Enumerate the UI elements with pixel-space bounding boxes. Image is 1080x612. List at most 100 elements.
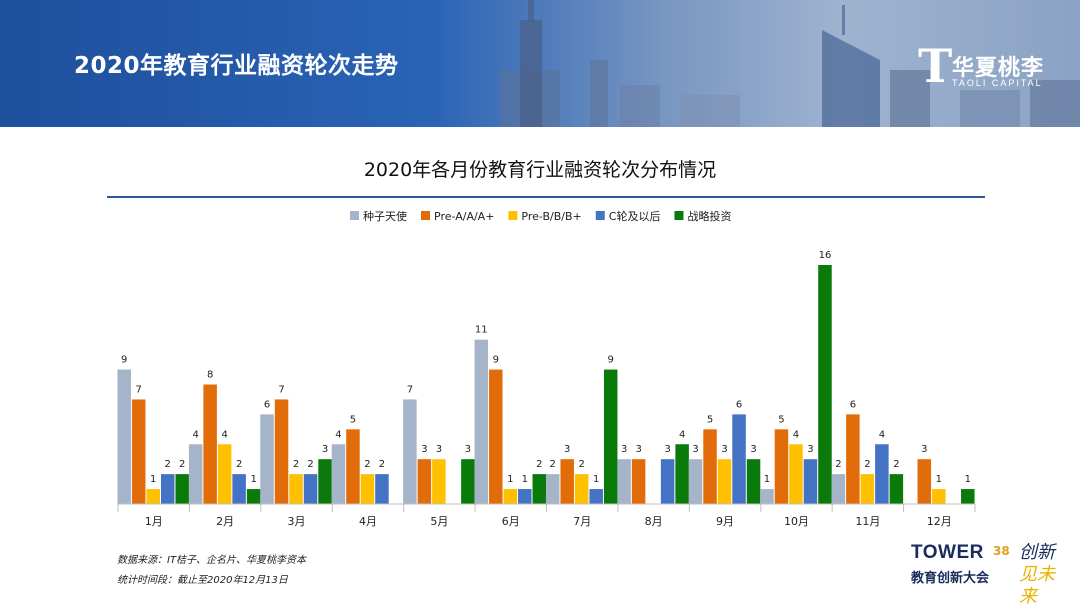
data-label-11-2: 1 [936,474,942,485]
bar-0-4 [175,474,189,504]
data-source-note: 数据来源：IT桔子、企名片、华夏桃李资本 [117,555,307,566]
brand-subtitle: 教育创新大会 [911,571,990,586]
data-label-0-0: 9 [121,355,127,366]
x-tick-label-8: 9月 [716,515,734,528]
data-label-2-0: 6 [264,399,270,410]
data-label-2-4: 3 [322,444,328,455]
data-label-2-3: 2 [307,459,313,470]
data-label-3-3: 2 [379,459,385,470]
bar-11-1 [917,459,932,504]
x-tick-label-10: 11月 [855,515,880,528]
x-tick-label-6: 7月 [573,515,591,528]
data-label-8-2: 3 [721,444,727,455]
data-label-1-2: 4 [221,429,227,440]
data-label-5-4: 2 [536,459,542,470]
brand-slogan: 创新 见未来 [1019,542,1071,608]
legend-swatch-1 [421,211,430,220]
data-label-2-1: 7 [278,384,284,395]
legend-label-3: C轮及以后 [609,209,661,223]
bar-3-2 [360,474,375,504]
bar-1-1 [203,384,217,504]
bar-8-0 [688,459,703,504]
bar-7-3 [660,459,675,504]
data-label-9-0: 1 [764,474,770,485]
data-label-4-2: 3 [436,444,442,455]
bar-9-2 [789,444,803,504]
legend-swatch-4 [674,211,684,220]
bar-1-4 [246,489,261,504]
bar-4-1 [417,459,432,504]
logo-en-text: TAOLI CAPITAL [952,78,1043,88]
legend-swatch-0 [350,211,359,220]
legend-label-0: 种子天使 [363,209,407,223]
bar-6-0 [545,474,560,504]
bar-10-2 [860,474,875,504]
bar-1-2 [217,444,232,504]
data-label-6-4: 9 [608,355,614,366]
bar-10-4 [889,474,904,504]
bar-5-1 [489,369,503,504]
data-label-3-2: 2 [364,459,370,470]
time-period-note: 统计时间段：截止至2020年12月13日 [117,575,288,586]
data-label-2-2: 2 [293,459,299,470]
x-tick-label-11: 12月 [927,515,952,528]
data-label-0-3: 2 [165,459,171,470]
bar-1-3 [232,474,246,504]
bar-7-4 [675,444,689,504]
title-divider [107,196,985,198]
bar-2-0 [260,414,274,504]
bar-6-1 [560,459,574,504]
bar-6-3 [589,489,603,504]
bar-6-2 [574,474,589,504]
data-label-6-1: 3 [564,444,570,455]
data-label-10-2: 2 [864,459,870,470]
x-tick-label-4: 5月 [430,515,448,528]
taoli-capital-logo: T 华夏桃李 TAOLI CAPITAL [918,40,1048,96]
data-label-8-1: 5 [707,414,713,425]
data-label-8-3: 6 [736,399,742,410]
bar-2-2 [289,474,303,504]
data-label-9-3: 3 [807,444,813,455]
data-label-10-4: 2 [893,459,899,470]
data-label-7-1: 3 [635,444,641,455]
bar-0-1 [131,399,146,504]
data-label-8-4: 3 [750,444,756,455]
data-label-11-4: 1 [965,474,971,485]
bar-0-3 [160,474,175,504]
bar-10-3 [875,444,889,504]
x-tick-label-0: 1月 [145,515,163,528]
data-label-10-1: 6 [850,399,856,410]
bar-7-0 [617,459,631,504]
data-label-7-4: 4 [679,429,685,440]
data-label-3-0: 4 [335,429,341,440]
city-skyline-image [500,0,1080,127]
bar-0-0 [117,369,131,504]
data-label-6-3: 1 [593,474,599,485]
bar-8-2 [717,459,732,504]
legend-swatch-2 [508,211,518,220]
bar-4-4 [461,459,475,504]
data-label-6-2: 2 [579,459,585,470]
data-label-5-2: 1 [507,474,513,485]
x-tick-label-5: 6月 [502,515,520,528]
logo-cn-text: 华夏桃李 [952,56,1045,81]
data-label-0-4: 2 [179,459,185,470]
bar-6-4 [603,369,618,504]
bar-4-0 [403,399,417,504]
chart-title: 2020年各月份教育行业融资轮次分布情况 [363,159,717,181]
x-tick-label-1: 2月 [216,515,234,528]
bar-2-4 [318,459,332,504]
bar-0-2 [146,489,160,504]
bar-8-1 [703,429,717,504]
data-label-9-1: 5 [778,414,784,425]
bar-2-1 [274,399,289,504]
data-label-7-0: 3 [621,444,627,455]
bar-8-4 [746,459,761,504]
data-label-6-0: 2 [550,459,556,470]
bar-10-0 [831,474,846,504]
bar-10-1 [846,414,860,504]
bar-8-3 [732,414,746,504]
bar-4-2 [432,459,446,504]
data-label-1-4: 1 [250,474,256,485]
